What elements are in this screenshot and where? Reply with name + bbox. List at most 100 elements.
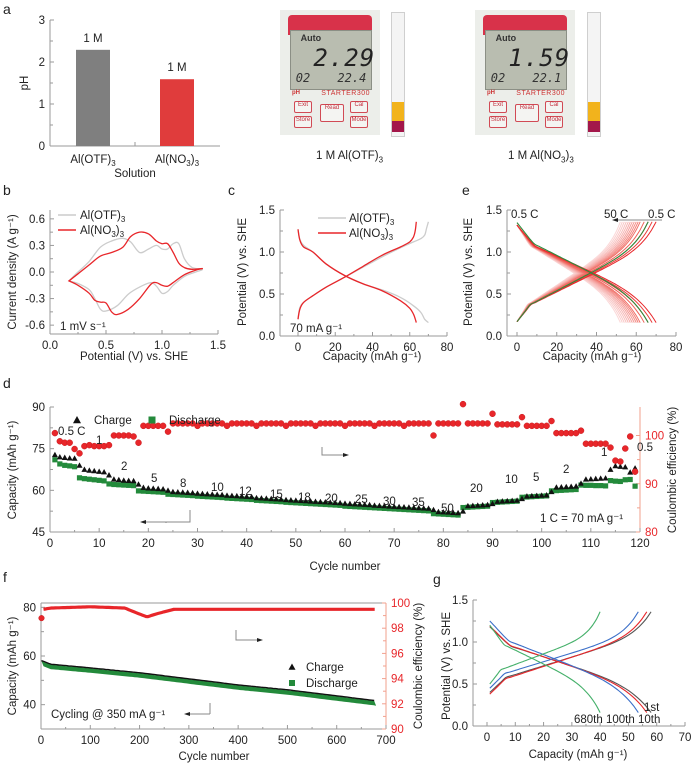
- charge-marker: [514, 497, 521, 503]
- ph-reading: 1.59: [508, 43, 571, 72]
- charge-marker: [184, 489, 191, 495]
- x-tick-label: 20: [142, 538, 155, 550]
- discharge-marker: [150, 489, 156, 495]
- charge-marker: [160, 485, 167, 492]
- c-rate-note: 1 C = 70 mA g⁻¹: [540, 513, 623, 525]
- discharge-marker: [617, 478, 623, 485]
- scan-rate-annotation: 1 mV s⁻¹: [60, 321, 106, 333]
- cycle-680th-charge-curve: [489, 611, 601, 685]
- discharge-marker: [322, 501, 328, 508]
- x-tick-label: 20: [550, 342, 563, 354]
- label-part: Al(NO: [155, 154, 186, 166]
- discharge-marker: [244, 496, 250, 502]
- discharge-marker: [258, 498, 265, 504]
- rate-charge-curve: [516, 221, 623, 322]
- meter-button-cal: Cal: [545, 101, 563, 114]
- display-temperature: 22.4: [337, 71, 367, 86]
- strip-pad-red: [392, 121, 404, 133]
- discharge-marker: [416, 507, 422, 513]
- subscript: 3: [390, 218, 395, 227]
- charge-marker: [499, 498, 506, 504]
- subscript: 3: [389, 233, 394, 242]
- capacity-arrow-head: [184, 712, 190, 716]
- discharge-marker: [327, 502, 333, 508]
- ph-meter-photo-no3: Auto 1.59 02 22.1 pH STARTER300 Exit Rea…: [475, 10, 575, 135]
- cycle-100th-charge-curve: [489, 611, 639, 689]
- rate-label: 15: [270, 489, 283, 501]
- charge-marker: [469, 502, 476, 509]
- discharge-marker: [396, 506, 402, 512]
- charge-marker: [287, 497, 294, 503]
- rate-label: 18: [298, 492, 311, 504]
- legend-charge-marker: [288, 663, 296, 670]
- ce-marker: [617, 458, 624, 465]
- ce-marker: [51, 429, 59, 437]
- y2-axis-label: Coulombic efficiency (%): [413, 603, 425, 730]
- charge-marker: [253, 494, 260, 501]
- charge-marker: [474, 502, 481, 508]
- x-tick-label: 10: [509, 732, 522, 744]
- label-part: Al(NO: [80, 225, 111, 237]
- rate-label: 25: [355, 494, 368, 506]
- meter-button-cal: Cal: [350, 101, 368, 114]
- charge-marker: [582, 476, 589, 482]
- ce-marker: [622, 445, 629, 452]
- rate-label: 10: [505, 474, 518, 486]
- meter-brand: STARTER300: [516, 90, 565, 97]
- cycle-1st-charge-curve: [489, 611, 652, 693]
- ce-marker: [66, 439, 73, 446]
- legend-label-discharge: Discharge: [306, 678, 358, 690]
- rate-charge-curve: [516, 221, 621, 322]
- ce-arrow-head: [343, 453, 349, 457]
- final-0.5c-discharge-curve: [516, 222, 649, 323]
- x-axis-label: Cycle number: [310, 561, 381, 573]
- charge-marker: [415, 504, 422, 511]
- x-axis-label: Solution: [114, 168, 156, 180]
- legend-label-discharge: Discharge: [169, 415, 221, 427]
- rate-label: 5: [151, 473, 157, 485]
- x-tick-label: 80: [441, 342, 454, 354]
- charge-marker: [376, 502, 383, 509]
- cycle-label-100th: 100th: [606, 714, 635, 726]
- x-tick-label: 60: [403, 342, 416, 354]
- charge-marker: [435, 508, 442, 515]
- charge-marker: [464, 502, 471, 509]
- discharge-marker: [165, 491, 171, 497]
- cv-curve-otf: [67, 237, 203, 312]
- x-tick-label: 700: [376, 735, 395, 747]
- charge-marker: [283, 496, 289, 503]
- rate-label: 30: [383, 496, 396, 508]
- discharge-marker: [224, 495, 230, 501]
- rate-discharge-curve: [516, 224, 623, 323]
- photo-caption-otf: 1 M Al(OTF)3: [316, 150, 384, 165]
- no3-charge-curve: [297, 221, 417, 320]
- discharge-marker: [130, 483, 137, 489]
- legend-label-no3: Al(NO3)3: [80, 225, 125, 239]
- charge-marker: [381, 502, 388, 509]
- ce-marker: [159, 422, 167, 430]
- rate-discharge-curve: [516, 224, 627, 323]
- x-tick-label: 0.0: [42, 340, 58, 352]
- discharge-marker: [135, 488, 142, 494]
- cycle-label-1st: 1st: [644, 702, 660, 714]
- ph-label: pH: [487, 90, 495, 96]
- discharge-marker: [76, 475, 83, 481]
- discharge-marker: [627, 476, 633, 483]
- discharge-marker: [121, 482, 127, 488]
- discharge-marker: [189, 493, 196, 499]
- panel-label-e: e: [462, 182, 470, 198]
- charge-marker: [110, 476, 117, 482]
- bar-no3: [160, 79, 194, 146]
- charge-marker: [312, 498, 319, 504]
- charge-marker: [366, 501, 373, 508]
- discharge-marker: [199, 493, 206, 500]
- annotation-50c: 50 C: [604, 209, 628, 221]
- discharge-marker: [219, 494, 225, 501]
- y-tick-label: 3: [39, 15, 45, 27]
- discharge-marker: [568, 487, 574, 493]
- cycle-100th-discharge-curve: [489, 620, 639, 713]
- label-part: ): [385, 228, 389, 240]
- ce-arrow-line: [235, 630, 258, 641]
- discharge-marker: [57, 461, 63, 467]
